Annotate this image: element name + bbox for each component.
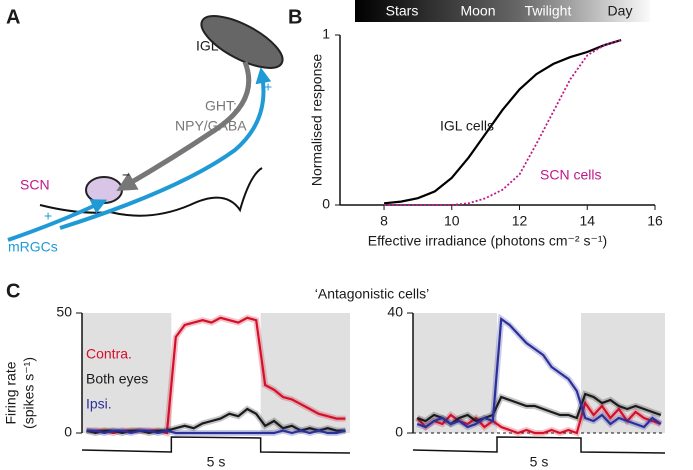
x-tick-label: 12 bbox=[512, 213, 528, 229]
x-axis-label: Effective irradiance (photons cm⁻² s⁻¹) bbox=[368, 233, 607, 249]
curve bbox=[383, 39, 622, 205]
y-axis-label: Normalised response bbox=[309, 54, 325, 186]
light-label: Stars bbox=[386, 3, 419, 19]
x-tick-label: 8 bbox=[380, 213, 388, 229]
off-period bbox=[260, 313, 350, 433]
x-tick-label: 10 bbox=[444, 213, 460, 229]
trace bbox=[86, 429, 346, 435]
sign: − bbox=[122, 167, 130, 183]
ght-tract bbox=[116, 61, 252, 192]
igl-label: IGL bbox=[196, 38, 219, 54]
legend-label: Ipsi. bbox=[86, 396, 112, 412]
panel-label: B bbox=[288, 6, 302, 28]
light-label: Moon bbox=[460, 3, 495, 19]
sign: + bbox=[44, 208, 52, 224]
light-label: Day bbox=[608, 3, 633, 19]
scalebar-label: 5 s bbox=[530, 454, 549, 470]
igl-shape bbox=[200, 15, 284, 69]
ght-label: NPY/GABA bbox=[175, 118, 247, 134]
y-tick-label: 0 bbox=[322, 196, 330, 212]
x-tick-label: 16 bbox=[647, 213, 663, 229]
scalebar-label: 5 s bbox=[207, 454, 226, 470]
off-period bbox=[82, 313, 172, 433]
scn-label: SCN bbox=[20, 177, 50, 193]
brain-outline bbox=[39, 167, 263, 217]
y-axis-label: (spikes s⁻¹) bbox=[21, 357, 37, 429]
x-tick-label: 14 bbox=[579, 213, 595, 229]
y-tick-label: 50 bbox=[56, 304, 72, 320]
ght-label: GHT: bbox=[205, 98, 237, 114]
stimulus-trace bbox=[81, 436, 351, 454]
scn-shape bbox=[85, 176, 123, 204]
trace bbox=[416, 392, 662, 426]
y-tick-label: 1 bbox=[322, 26, 330, 42]
panel-label: A bbox=[6, 6, 20, 28]
rht-tract bbox=[7, 199, 108, 242]
series-label: SCN cells bbox=[540, 167, 601, 183]
y-axis-label: Firing rate bbox=[3, 361, 19, 424]
panel-label: C bbox=[6, 280, 20, 302]
chart-title: ‘Antagonistic cells’ bbox=[315, 286, 429, 302]
y-tick-label: 0 bbox=[64, 424, 72, 440]
trace bbox=[416, 316, 662, 429]
series-label: IGL cells bbox=[440, 118, 494, 134]
mrgcs-label: mRGCs bbox=[8, 239, 58, 255]
legend-label: Contra. bbox=[86, 346, 132, 362]
y-tick-label: 40 bbox=[387, 304, 403, 320]
stimulus-trace bbox=[412, 436, 666, 454]
legend-label: Both eyes bbox=[86, 371, 148, 387]
sign: + bbox=[264, 79, 272, 95]
curve bbox=[384, 39, 622, 206]
rht-tract bbox=[59, 67, 272, 230]
off-period bbox=[413, 313, 497, 433]
diagram: IGL GHT: NPY/GABA SCN − + + mRGCs bbox=[7, 15, 284, 255]
y-tick-label: 0 bbox=[395, 424, 403, 440]
light-bar bbox=[355, 0, 650, 22]
light-label: Twilight bbox=[525, 3, 572, 19]
